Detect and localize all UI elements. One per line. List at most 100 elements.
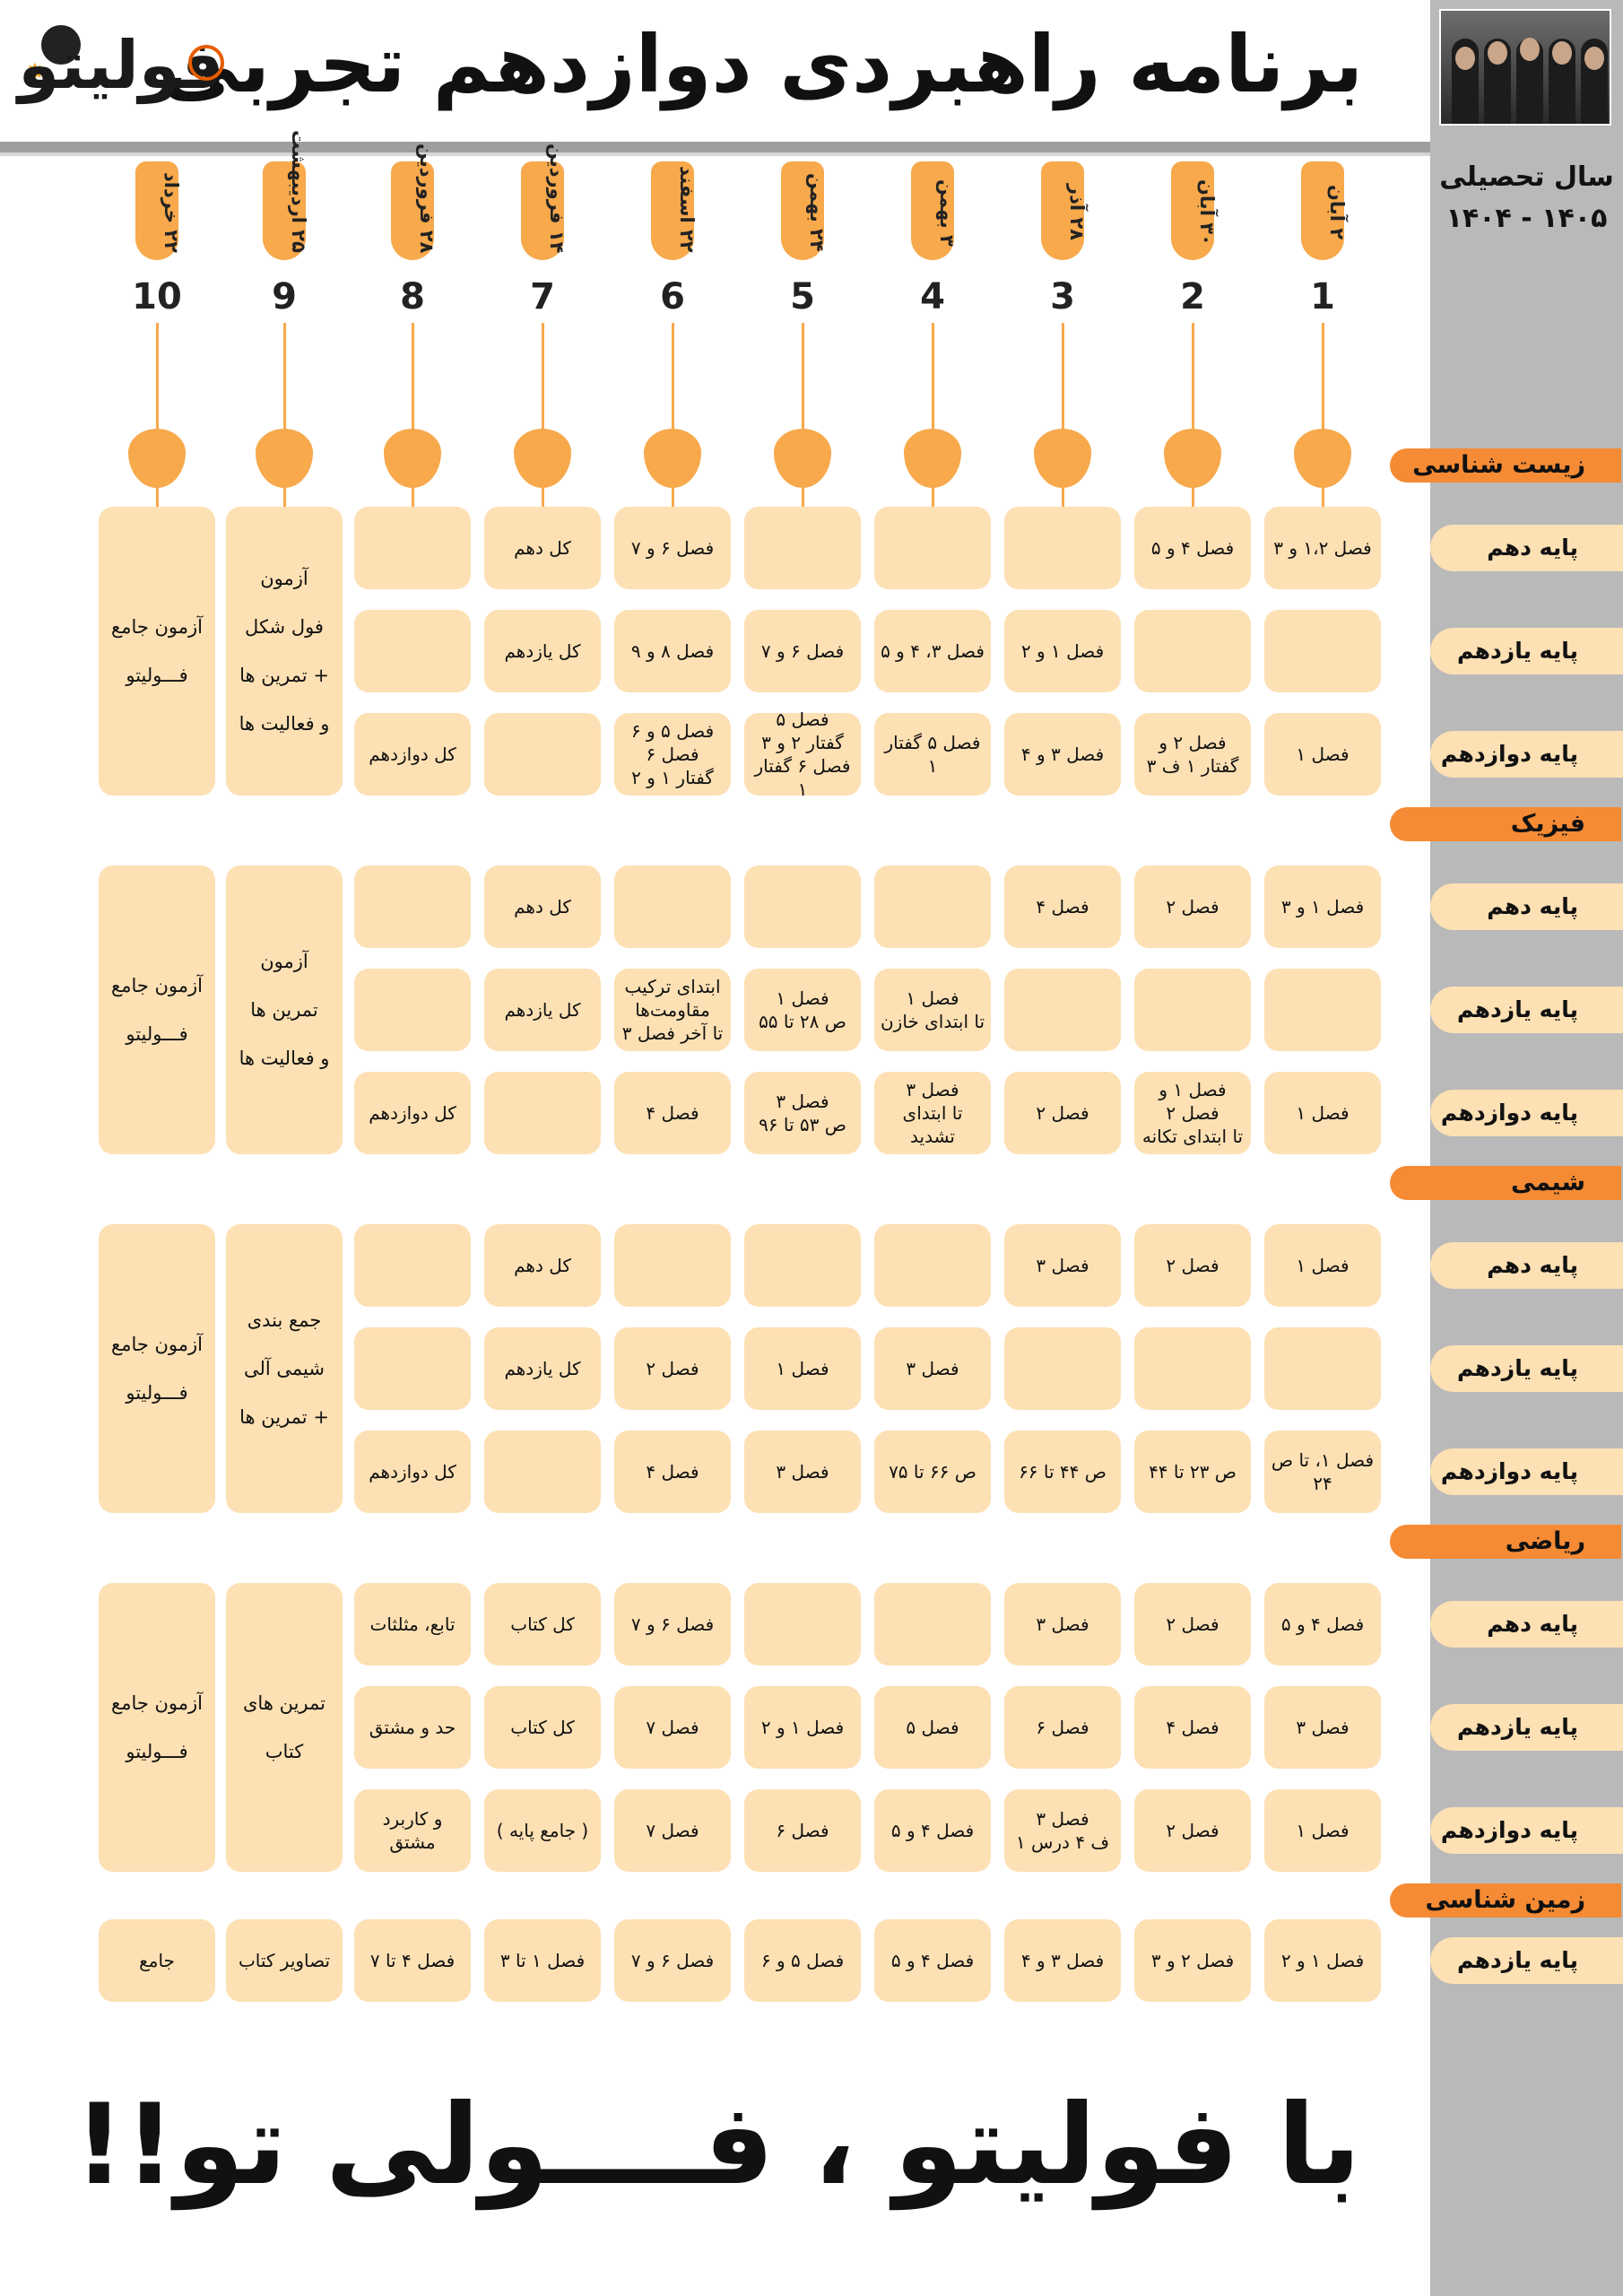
column-connector [283,323,286,507]
column-header-3: ۲۸ آذر [1034,161,1091,488]
grade-pill-geology-0: پایه یازدهم [1430,1937,1623,1984]
schedule-cell: فصل ۱،۲ و ۳ [1264,507,1381,589]
schedule-cell: فصل ۱ [1264,1072,1381,1154]
schedule-cell [1264,610,1381,692]
header-divider [0,142,1430,152]
grade-pill-bg [1430,525,1623,571]
schedule-cell: کل دوازدهم [354,713,471,796]
column-connector [1192,323,1194,507]
schedule-cell [1134,969,1251,1051]
schedule-cell: فصل ۳ [1004,1224,1121,1307]
schedule-cell: فصل ۴ و ۵ [1264,1583,1381,1665]
schedule-cell [354,507,471,589]
grade-label: پایه دهم [1487,535,1578,561]
grade-pill-bg [1430,1807,1623,1854]
schedule-cell [484,1431,601,1513]
date-tag [391,161,434,260]
grade-pill-math-0: پایه دهم [1430,1601,1623,1648]
grade-pill-biology-2: پایه دوازدهم [1430,731,1623,778]
schedule-cell: فصل ۲ و ۳ [1134,1919,1251,2002]
schedule-cell: فصل ۲ [1134,1224,1251,1307]
schedule-cell: فصل ۱ ص ۲۸ تا ۵۵ [744,969,861,1051]
schedule-cell: فصل ۴ و ۵ [874,1789,991,1872]
column-date: ۳ بهمن [936,178,958,247]
schedule-cell: فصل ۷ [614,1789,731,1872]
merged-cell-col9: جمع بندی شیمی آلی + تمرین ها [226,1224,343,1513]
date-tag [263,161,306,260]
schedule-cell: فصل ۵ گفتار ۱ [874,713,991,796]
schedule-cell: فصل ۶ و ۷ [614,1919,731,2002]
column-connector [1322,323,1324,511]
column-number: 1 [1310,276,1335,317]
schedule-cell: فصل ۱ [1264,713,1381,796]
schedule-cell [484,1072,601,1154]
footer-slogan: با فولیتو ، فــــولی تو!! [74,2081,1361,2210]
schedule-cell: فصل ۵ و ۶ فصل ۶ گفتار ۱ و ۲ [614,713,731,796]
column-date: ۲۸ فروردین [416,143,438,253]
date-tag [1041,161,1084,260]
subject-tab-chemistry: شیمی [1390,1166,1621,1200]
column-number: 10 [132,276,182,317]
merged-cell-col10: آزمون جامع فـــولیتو [99,865,215,1154]
schedule-cell: جامع [99,1919,215,2002]
grade-pill-chemistry-2: پایه دوازدهم [1430,1448,1623,1495]
header-divider-light [0,152,1430,156]
subject-tab-geology: زمین شناسی [1390,1883,1621,1918]
grade-label: پایه دوازدهم [1440,1100,1578,1126]
subject-tab-physics: فیزیک [1390,807,1621,841]
schedule-cell: فصل ۶ و ۷ [614,1583,731,1665]
merged-cell-col10: آزمون جامع فـــولیتو [99,1583,215,1872]
column-date: ۲ آبان [1326,185,1348,240]
grade-label: پایه دوازدهم [1440,741,1578,767]
column-date: ۲۲ اسفند [676,166,698,253]
subject-label: زمین شناسی [1425,1886,1585,1914]
grade-pill-bg [1430,1090,1623,1136]
academic-year-value: ۱۴۰۵ - ۱۴۰۴ [1445,203,1608,234]
schedule-cell: کل یازدهم [484,610,601,692]
schedule-cell: فصل ۳ ف ۴ درس ۱ [1004,1789,1121,1872]
schedule-cell [1004,1327,1121,1410]
page-title: برنامه راهبردی دوازدهم تجربی [160,18,1363,110]
schedule-cell [744,1224,861,1307]
date-tag [135,161,178,260]
schedule-cell: فصل ۴ و ۵ [1134,507,1251,589]
schedule-cell: فصل ۲ [1134,1583,1251,1665]
column-number: 7 [530,276,555,317]
schedule-cell [874,507,991,589]
merged-cell-col9: آزمون فول شکل + تمرین ها و فعالیت ها [226,507,343,796]
team-photo [1439,9,1611,126]
column-number: 9 [272,276,297,317]
schedule-cell: تابع، مثلثات [354,1583,471,1665]
column-header-9: ۲۵ اردیبهشت [256,130,313,488]
grade-label: پایه یازدهم [1457,638,1578,664]
schedule-cell: فصل ۳ تا ابتدای تشدید [874,1072,991,1154]
grade-pill-bg [1430,628,1623,674]
column-date: ۲۵ اردیبهشت [288,130,309,253]
schedule-cell: فصل ۵ [874,1686,991,1769]
schedule-cell: حد و مشتق [354,1686,471,1769]
grade-label: پایه دهم [1487,1611,1578,1637]
column-connector [1062,323,1064,507]
schedule-cell: ابتدای ترکیب مقاومت‌ها تا آخر فصل ۳ [614,969,731,1051]
subject-tab-math: ریاضی [1390,1525,1621,1559]
column-header-5: ۲۴ بهمن [774,161,831,488]
grade-pill-biology-0: پایه دهم [1430,525,1623,571]
subject-label: شیمی [1511,1169,1585,1196]
schedule-cell: کل دوازدهم [354,1072,471,1154]
schedule-cell [614,1224,731,1307]
schedule-cell: فصل ۲ [614,1327,731,1410]
schedule-cell: کل کتاب [484,1583,601,1665]
grade-label: پایه یازدهم [1457,1355,1578,1381]
grade-label: پایه دوازدهم [1440,1817,1578,1843]
schedule-cell [484,713,601,796]
column-number: 2 [1180,276,1205,317]
schedule-cell: فصل ۳ [1264,1686,1381,1769]
schedule-cell [354,865,471,948]
grade-pill-bg [1430,1937,1623,1984]
schedule-cell: فصل ۱ [744,1327,861,1410]
grade-label: پایه دهم [1487,1252,1578,1278]
column-connector [672,323,674,507]
date-tag [1301,161,1344,260]
schedule-cell: فصل ۳ ص ۵۳ تا ۹۶ [744,1072,861,1154]
grade-label: پایه یازدهم [1457,996,1578,1022]
